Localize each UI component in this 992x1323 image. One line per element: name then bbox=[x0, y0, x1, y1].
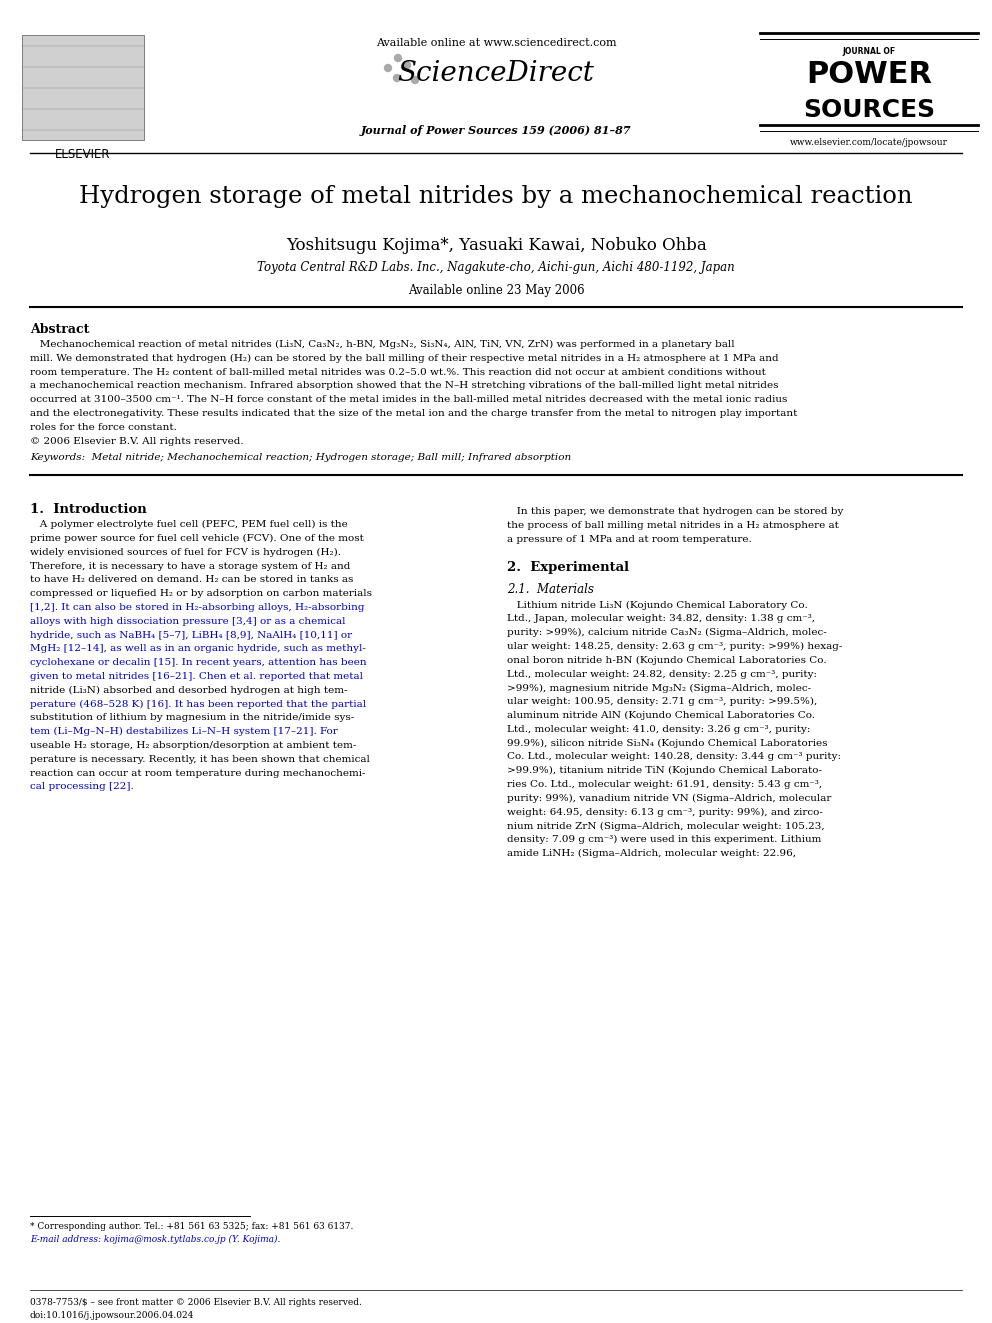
Text: occurred at 3100–3500 cm⁻¹. The N–H force constant of the metal imides in the ba: occurred at 3100–3500 cm⁻¹. The N–H forc… bbox=[30, 396, 788, 405]
Text: amide LiNH₂ (Sigma–Aldrich, molecular weight: 22.96,: amide LiNH₂ (Sigma–Aldrich, molecular we… bbox=[507, 849, 796, 859]
Text: widely envisioned sources of fuel for FCV is hydrogen (H₂).: widely envisioned sources of fuel for FC… bbox=[30, 548, 341, 557]
Text: Therefore, it is necessary to have a storage system of H₂ and: Therefore, it is necessary to have a sto… bbox=[30, 561, 350, 570]
Text: doi:10.1016/j.jpowsour.2006.04.024: doi:10.1016/j.jpowsour.2006.04.024 bbox=[30, 1311, 194, 1320]
Text: Toyota Central R&D Labs. Inc., Nagakute-cho, Aichi-gun, Aichi 480-1192, Japan: Toyota Central R&D Labs. Inc., Nagakute-… bbox=[257, 261, 735, 274]
Text: 99.9%), silicon nitride Si₃N₄ (Kojundo Chemical Laboratories: 99.9%), silicon nitride Si₃N₄ (Kojundo C… bbox=[507, 738, 827, 747]
Text: Available online at www.sciencedirect.com: Available online at www.sciencedirect.co… bbox=[376, 38, 616, 48]
Text: POWER: POWER bbox=[806, 60, 932, 89]
Text: aluminum nitride AlN (Kojundo Chemical Laboratories Co.: aluminum nitride AlN (Kojundo Chemical L… bbox=[507, 710, 815, 720]
Text: ular weight: 148.25, density: 2.63 g cm⁻³, purity: >99%) hexag-: ular weight: 148.25, density: 2.63 g cm⁻… bbox=[507, 642, 842, 651]
Text: ries Co. Ltd., molecular weight: 61.91, density: 5.43 g cm⁻³,: ries Co. Ltd., molecular weight: 61.91, … bbox=[507, 781, 822, 789]
Text: and the electronegativity. These results indicated that the size of the metal io: and the electronegativity. These results… bbox=[30, 409, 798, 418]
Text: ular weight: 100.95, density: 2.71 g cm⁻³, purity: >99.5%),: ular weight: 100.95, density: 2.71 g cm⁻… bbox=[507, 697, 817, 706]
Text: cyclohexane or decalin [15]. In recent years, attention has been: cyclohexane or decalin [15]. In recent y… bbox=[30, 659, 367, 667]
Text: [1,2]. It can also be stored in H₂-absorbing alloys, H₂-absorbing: [1,2]. It can also be stored in H₂-absor… bbox=[30, 603, 364, 613]
Text: substitution of lithium by magnesium in the nitride/imide sys-: substitution of lithium by magnesium in … bbox=[30, 713, 354, 722]
Circle shape bbox=[394, 74, 401, 82]
Text: Yoshitsugu Kojima*, Yasuaki Kawai, Nobuko Ohba: Yoshitsugu Kojima*, Yasuaki Kawai, Nobuk… bbox=[286, 237, 706, 254]
Text: Available online 23 May 2006: Available online 23 May 2006 bbox=[408, 284, 584, 296]
Text: reaction can occur at room temperature during mechanochemi-: reaction can occur at room temperature d… bbox=[30, 769, 365, 778]
Text: E-mail address: kojima@mosk.tytlabs.co.jp (Y. Kojima).: E-mail address: kojima@mosk.tytlabs.co.j… bbox=[30, 1234, 281, 1244]
Circle shape bbox=[385, 65, 392, 71]
Text: www.elsevier.com/locate/jpowsour: www.elsevier.com/locate/jpowsour bbox=[790, 138, 948, 147]
Text: hydride, such as NaBH₄ [5–7], LiBH₄ [8,9], NaAlH₄ [10,11] or: hydride, such as NaBH₄ [5–7], LiBH₄ [8,9… bbox=[30, 631, 352, 639]
Text: to have H₂ delivered on demand. H₂ can be stored in tanks as: to have H₂ delivered on demand. H₂ can b… bbox=[30, 576, 353, 585]
Text: compressed or liquefied H₂ or by adsorption on carbon materials: compressed or liquefied H₂ or by adsorpt… bbox=[30, 589, 372, 598]
Text: >99.9%), titanium nitride TiN (Kojundo Chemical Laborato-: >99.9%), titanium nitride TiN (Kojundo C… bbox=[507, 766, 822, 775]
Text: >99%), magnesium nitride Mg₃N₂ (Sigma–Aldrich, molec-: >99%), magnesium nitride Mg₃N₂ (Sigma–Al… bbox=[507, 684, 811, 692]
Text: A polymer electrolyte fuel cell (PEFC, PEM fuel cell) is the: A polymer electrolyte fuel cell (PEFC, P… bbox=[30, 520, 348, 529]
Text: Journal of Power Sources 159 (2006) 81–87: Journal of Power Sources 159 (2006) 81–8… bbox=[361, 124, 631, 136]
Text: Hydrogen storage of metal nitrides by a mechanochemical reaction: Hydrogen storage of metal nitrides by a … bbox=[79, 185, 913, 208]
Text: cal processing [22].: cal processing [22]. bbox=[30, 782, 134, 791]
Text: 2.1.  Materials: 2.1. Materials bbox=[507, 582, 594, 595]
Text: mill. We demonstrated that hydrogen (H₂) can be stored by the ball milling of th: mill. We demonstrated that hydrogen (H₂)… bbox=[30, 353, 779, 363]
Text: ScienceDirect: ScienceDirect bbox=[398, 60, 594, 87]
Text: ELSEVIER: ELSEVIER bbox=[56, 148, 111, 161]
Text: Ltd., molecular weight: 41.0, density: 3.26 g cm⁻³, purity:: Ltd., molecular weight: 41.0, density: 3… bbox=[507, 725, 810, 734]
Text: room temperature. The H₂ content of ball-milled metal nitrides was 0.2–5.0 wt.%.: room temperature. The H₂ content of ball… bbox=[30, 368, 766, 377]
Text: Abstract: Abstract bbox=[30, 323, 89, 336]
Text: perature (468–528 K) [16]. It has been reported that the partial: perature (468–528 K) [16]. It has been r… bbox=[30, 700, 366, 709]
Text: MgH₂ [12–14], as well as in an organic hydride, such as methyl-: MgH₂ [12–14], as well as in an organic h… bbox=[30, 644, 366, 654]
Text: weight: 64.95, density: 6.13 g cm⁻³, purity: 99%), and zirco-: weight: 64.95, density: 6.13 g cm⁻³, pur… bbox=[507, 807, 823, 816]
Text: 2.  Experimental: 2. Experimental bbox=[507, 561, 629, 574]
Text: roles for the force constant.: roles for the force constant. bbox=[30, 423, 177, 431]
Text: Lithium nitride Li₃N (Kojundo Chemical Laboratory Co.: Lithium nitride Li₃N (Kojundo Chemical L… bbox=[507, 601, 807, 610]
Text: prime power source for fuel cell vehicle (FCV). One of the most: prime power source for fuel cell vehicle… bbox=[30, 534, 364, 544]
Text: Ltd., Japan, molecular weight: 34.82, density: 1.38 g cm⁻³,: Ltd., Japan, molecular weight: 34.82, de… bbox=[507, 614, 815, 623]
Text: Co. Ltd., molecular weight: 140.28, density: 3.44 g cm⁻³ purity:: Co. Ltd., molecular weight: 140.28, dens… bbox=[507, 753, 841, 762]
Text: the process of ball milling metal nitrides in a H₂ atmosphere at: the process of ball milling metal nitrid… bbox=[507, 521, 839, 531]
Text: © 2006 Elsevier B.V. All rights reserved.: © 2006 Elsevier B.V. All rights reserved… bbox=[30, 437, 244, 446]
Text: onal boron nitride h-BN (Kojundo Chemical Laboratories Co.: onal boron nitride h-BN (Kojundo Chemica… bbox=[507, 656, 826, 665]
Text: * Corresponding author. Tel.: +81 561 63 5325; fax: +81 561 63 6137.: * Corresponding author. Tel.: +81 561 63… bbox=[30, 1222, 353, 1230]
Circle shape bbox=[412, 77, 419, 83]
Circle shape bbox=[404, 61, 411, 69]
Text: Mechanochemical reaction of metal nitrides (Li₃N, Ca₃N₂, h-BN, Mg₃N₂, Si₃N₄, AlN: Mechanochemical reaction of metal nitrid… bbox=[30, 340, 735, 349]
Text: a pressure of 1 MPa and at room temperature.: a pressure of 1 MPa and at room temperat… bbox=[507, 534, 752, 544]
Text: given to metal nitrides [16–21]. Chen et al. reported that metal: given to metal nitrides [16–21]. Chen et… bbox=[30, 672, 363, 681]
Text: 0378-7753/$ – see front matter © 2006 Elsevier B.V. All rights reserved.: 0378-7753/$ – see front matter © 2006 El… bbox=[30, 1298, 362, 1307]
Text: purity: >99%), calcium nitride Ca₃N₂ (Sigma–Aldrich, molec-: purity: >99%), calcium nitride Ca₃N₂ (Si… bbox=[507, 628, 826, 638]
Text: SOURCES: SOURCES bbox=[803, 98, 935, 122]
Text: nium nitride ZrN (Sigma–Aldrich, molecular weight: 105.23,: nium nitride ZrN (Sigma–Aldrich, molecul… bbox=[507, 822, 824, 831]
Text: perature is necessary. Recently, it has been shown that chemical: perature is necessary. Recently, it has … bbox=[30, 755, 370, 763]
Text: purity: 99%), vanadium nitride VN (Sigma–Aldrich, molecular: purity: 99%), vanadium nitride VN (Sigma… bbox=[507, 794, 831, 803]
Text: alloys with high dissociation pressure [3,4] or as a chemical: alloys with high dissociation pressure [… bbox=[30, 617, 345, 626]
Text: tem (Li–Mg–N–H) destabilizes Li–N–H system [17–21]. For: tem (Li–Mg–N–H) destabilizes Li–N–H syst… bbox=[30, 728, 337, 737]
Text: nitride (Li₃N) absorbed and desorbed hydrogen at high tem-: nitride (Li₃N) absorbed and desorbed hyd… bbox=[30, 685, 347, 695]
Text: JOURNAL OF: JOURNAL OF bbox=[842, 48, 896, 56]
Text: 1.  Introduction: 1. Introduction bbox=[30, 503, 147, 516]
Circle shape bbox=[395, 54, 402, 61]
Text: density: 7.09 g cm⁻³) were used in this experiment. Lithium: density: 7.09 g cm⁻³) were used in this … bbox=[507, 835, 821, 844]
Text: Keywords:  Metal nitride; Mechanochemical reaction; Hydrogen storage; Ball mill;: Keywords: Metal nitride; Mechanochemical… bbox=[30, 454, 571, 463]
Text: In this paper, we demonstrate that hydrogen can be stored by: In this paper, we demonstrate that hydro… bbox=[507, 507, 843, 516]
Text: Ltd., molecular weight: 24.82, density: 2.25 g cm⁻³, purity:: Ltd., molecular weight: 24.82, density: … bbox=[507, 669, 817, 679]
Text: useable H₂ storage, H₂ absorption/desorption at ambient tem-: useable H₂ storage, H₂ absorption/desorp… bbox=[30, 741, 356, 750]
Bar bbox=[22, 34, 144, 140]
Text: a mechanochemical reaction mechanism. Infrared absorption showed that the N–H st: a mechanochemical reaction mechanism. In… bbox=[30, 381, 779, 390]
